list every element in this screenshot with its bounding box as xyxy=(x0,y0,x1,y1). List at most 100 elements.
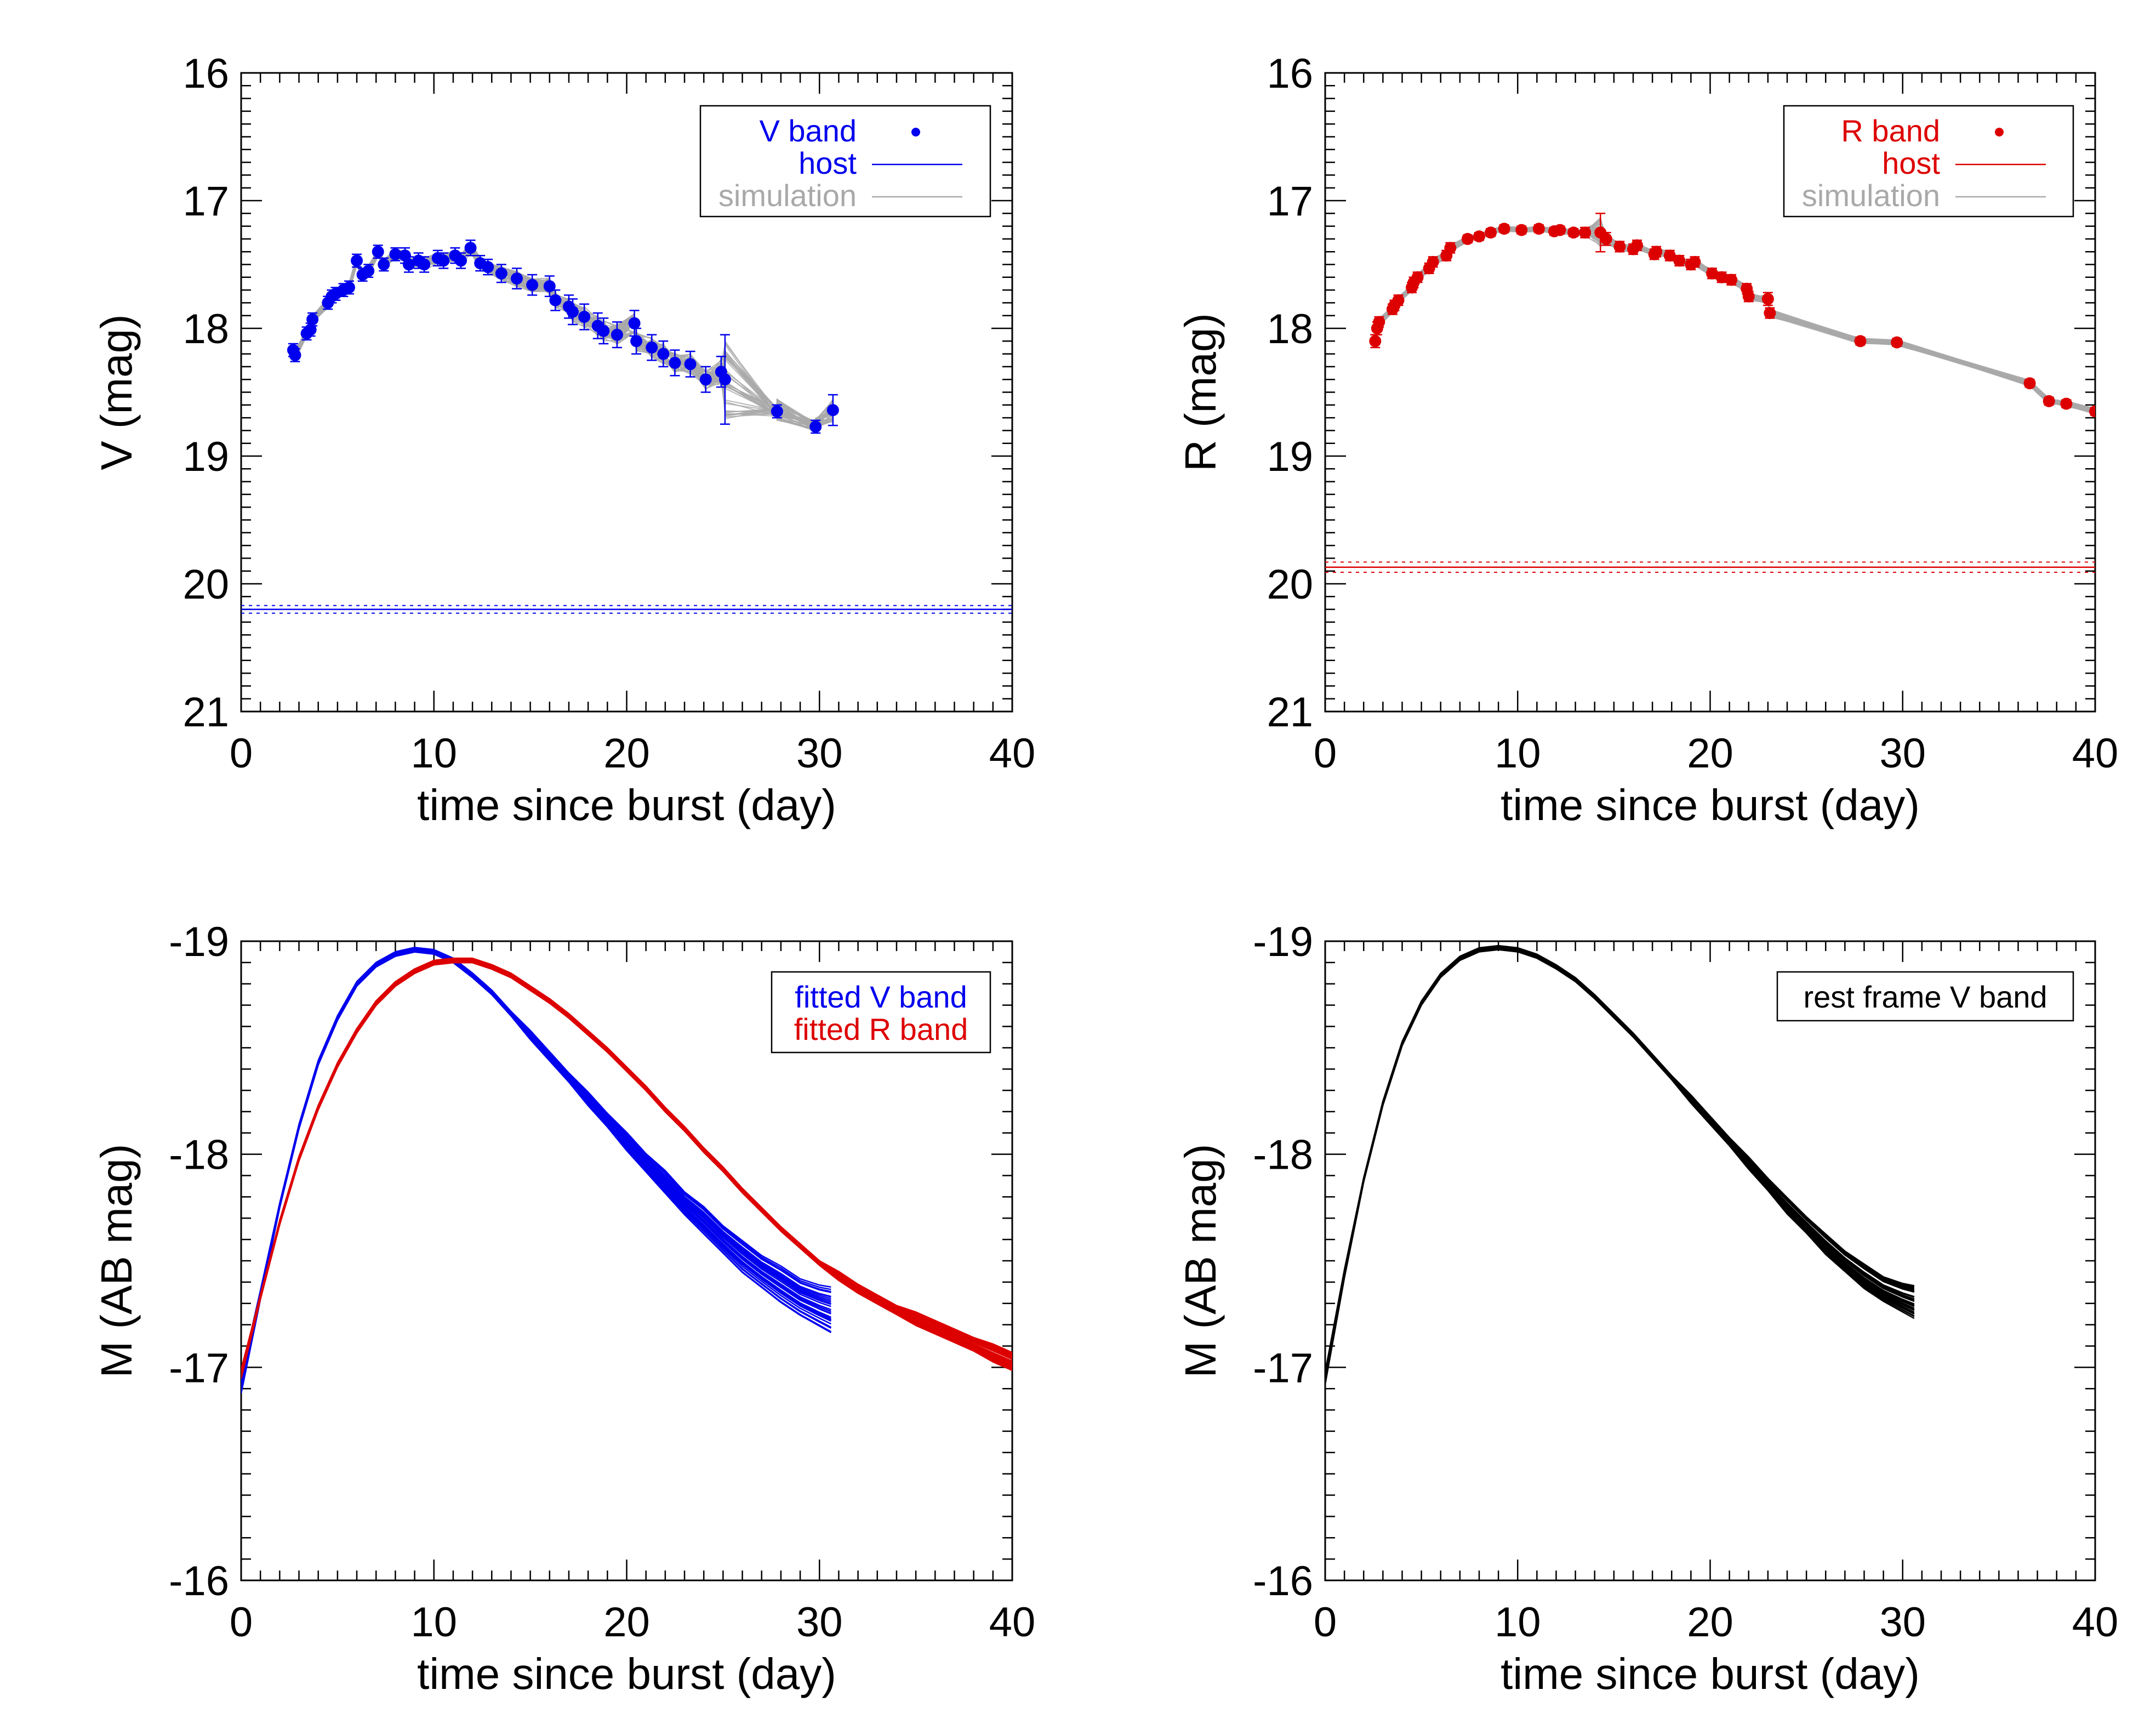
data-point xyxy=(511,272,523,285)
x-tick-label: 30 xyxy=(1879,730,1926,777)
data-point xyxy=(482,261,494,274)
y-tick-label: 17 xyxy=(182,178,229,225)
data-point xyxy=(1579,226,1592,239)
data-point xyxy=(351,254,363,267)
data-point xyxy=(306,313,319,326)
data-point xyxy=(1725,274,1738,286)
data-point xyxy=(1554,224,1566,236)
data-point xyxy=(628,317,641,329)
data-point xyxy=(718,373,731,386)
x-tick-label: 0 xyxy=(1314,1599,1337,1646)
x-tick-label: 10 xyxy=(410,1599,457,1646)
data-point xyxy=(1515,224,1528,236)
data-point xyxy=(378,258,390,271)
legend-marker xyxy=(911,128,920,136)
fit-curve-line xyxy=(1325,949,1915,1385)
data-point xyxy=(630,335,643,348)
x-tick-label: 20 xyxy=(603,730,650,777)
x-axis-label: time since burst (day) xyxy=(417,781,836,829)
legend-box xyxy=(1776,971,2074,1022)
data-point xyxy=(389,248,402,260)
x-tick-label: 20 xyxy=(1687,730,1733,777)
data-point xyxy=(567,305,579,318)
plot-area xyxy=(1325,944,1915,1385)
data-point xyxy=(1600,232,1612,245)
data-point xyxy=(1764,307,1776,320)
x-tick-label: 10 xyxy=(410,730,457,777)
y-tick-label: 20 xyxy=(1267,561,1313,608)
legend-box xyxy=(699,105,991,218)
data-point xyxy=(1392,294,1405,306)
y-tick-label: 21 xyxy=(182,689,229,736)
data-point xyxy=(1427,255,1439,268)
y-tick-label: 21 xyxy=(1267,689,1313,736)
data-point xyxy=(699,373,712,386)
y-tick-label: 18 xyxy=(1267,306,1313,352)
data-point xyxy=(2043,395,2055,407)
x-tick-label: 0 xyxy=(230,730,253,777)
fit-curve-line xyxy=(241,962,1012,1379)
data-point xyxy=(1485,226,1497,239)
legend-marker xyxy=(1995,128,2004,136)
legend-box xyxy=(1783,105,2074,218)
legend-entry: host xyxy=(1882,146,1940,180)
data-point xyxy=(464,242,477,254)
y-tick-label: -16 xyxy=(1253,1558,1313,1604)
data-point xyxy=(1498,223,1510,235)
x-tick-label: 30 xyxy=(796,1599,843,1646)
chart-panel-4: 0 10 20 30 40 -19 -18 -17 -16 time since burst (d… xyxy=(1176,919,2118,1698)
data-point xyxy=(543,280,556,293)
y-axis-label: M (AB mag) xyxy=(1176,1144,1225,1378)
y-tick-label: -19 xyxy=(169,919,229,965)
data-point xyxy=(1613,240,1626,253)
data-point xyxy=(1715,271,1728,283)
y-tick-label: -16 xyxy=(169,1558,229,1604)
y-tick-label: -17 xyxy=(169,1345,229,1391)
data-point xyxy=(597,325,610,337)
legend-entry: simulation xyxy=(1802,178,1940,213)
fit-curve-line xyxy=(241,951,831,1393)
data-point xyxy=(771,405,783,418)
data-point xyxy=(362,265,375,277)
y-tick-label: 20 xyxy=(182,561,229,608)
data-point xyxy=(2060,397,2073,410)
data-point xyxy=(1369,335,1382,348)
y-tick-label: 19 xyxy=(1267,434,1313,480)
x-tick-label: 10 xyxy=(1495,1599,1541,1646)
legend-entry: V band xyxy=(760,113,857,148)
data-point xyxy=(1854,335,1867,348)
legend-entry: host xyxy=(798,146,857,180)
x-tick-label: 0 xyxy=(1314,730,1337,777)
data-point xyxy=(343,281,355,294)
legend-box xyxy=(771,971,991,1054)
y-tick-label: 17 xyxy=(1267,178,1313,225)
x-tick-label: 30 xyxy=(796,730,843,777)
data-point xyxy=(437,254,450,267)
legend-entry: fitted R band xyxy=(794,1012,968,1046)
data-point xyxy=(1673,254,1686,267)
data-point xyxy=(1650,246,1663,258)
data-point xyxy=(454,254,467,267)
data-point xyxy=(809,420,822,433)
data-point xyxy=(1567,226,1580,239)
data-point xyxy=(403,258,415,271)
data-point xyxy=(1631,239,1644,252)
y-axis-label: V (mag) xyxy=(92,314,141,470)
data-point xyxy=(1473,230,1485,243)
data-point xyxy=(1461,232,1474,245)
y-tick-label: -18 xyxy=(169,1132,229,1179)
data-point xyxy=(1663,249,1676,262)
data-point xyxy=(2089,405,2095,418)
x-axis-label: time since burst (day) xyxy=(417,1649,836,1698)
legend-entry: fitted V band xyxy=(795,980,967,1014)
y-tick-label: -19 xyxy=(1253,919,1313,965)
data-point xyxy=(1373,316,1385,328)
data-point xyxy=(684,358,697,371)
data-point xyxy=(669,356,681,369)
x-tick-label: 10 xyxy=(1495,730,1541,777)
x-tick-label: 40 xyxy=(989,1599,1036,1646)
legend-entry: R band xyxy=(1841,113,1940,148)
data-point xyxy=(1444,242,1457,254)
x-axis-label: time since burst (day) xyxy=(1501,781,1920,829)
x-axis-label: time since burst (day) xyxy=(1501,1649,1920,1698)
